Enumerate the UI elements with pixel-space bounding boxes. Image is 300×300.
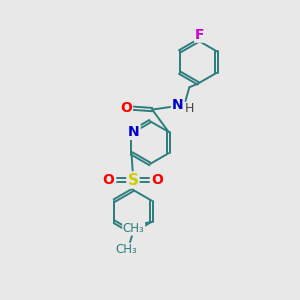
Text: S: S xyxy=(128,172,139,188)
Text: O: O xyxy=(152,173,164,187)
Text: CH₃: CH₃ xyxy=(123,222,145,235)
Text: CH₃: CH₃ xyxy=(115,243,137,256)
Text: F: F xyxy=(195,28,205,42)
Text: O: O xyxy=(120,101,132,115)
Text: O: O xyxy=(102,173,114,187)
Text: N: N xyxy=(128,125,140,139)
Text: H: H xyxy=(185,103,194,116)
Text: N: N xyxy=(172,98,184,112)
